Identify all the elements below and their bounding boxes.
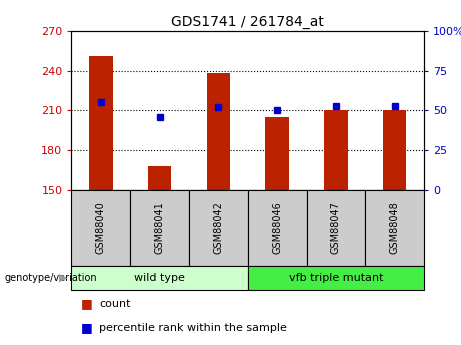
Bar: [248, 266, 424, 290]
Text: ■: ■: [81, 297, 92, 310]
Text: ▶: ▶: [59, 273, 67, 283]
Text: GSM88048: GSM88048: [390, 201, 400, 254]
Bar: [365, 190, 424, 266]
Bar: [324, 110, 348, 190]
Bar: [248, 190, 307, 266]
Bar: [383, 110, 407, 190]
Text: GSM88047: GSM88047: [331, 201, 341, 254]
Bar: [207, 73, 230, 190]
Text: genotype/variation: genotype/variation: [5, 273, 97, 283]
Text: GSM88041: GSM88041: [154, 201, 165, 254]
Bar: [148, 166, 171, 190]
Bar: [71, 266, 248, 290]
Text: percentile rank within the sample: percentile rank within the sample: [99, 323, 287, 333]
Text: ■: ■: [81, 321, 92, 334]
Bar: [189, 190, 248, 266]
Bar: [266, 117, 289, 190]
Text: GSM88042: GSM88042: [213, 201, 224, 254]
Text: wild type: wild type: [134, 273, 185, 283]
Text: count: count: [99, 299, 130, 308]
Text: GSM88046: GSM88046: [272, 201, 282, 254]
Bar: [89, 56, 112, 190]
Text: GSM88040: GSM88040: [96, 201, 106, 254]
Bar: [71, 190, 130, 266]
Bar: [307, 190, 366, 266]
Bar: [130, 190, 189, 266]
Title: GDS1741 / 261784_at: GDS1741 / 261784_at: [171, 14, 324, 29]
Text: vfb triple mutant: vfb triple mutant: [289, 273, 383, 283]
